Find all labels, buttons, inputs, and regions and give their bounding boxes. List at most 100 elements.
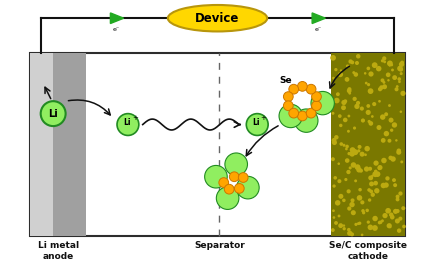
Circle shape <box>353 179 356 182</box>
Circle shape <box>386 79 389 81</box>
Circle shape <box>398 216 401 221</box>
Circle shape <box>333 98 339 103</box>
Circle shape <box>330 157 334 161</box>
Circle shape <box>354 61 358 65</box>
Circle shape <box>342 118 347 122</box>
Circle shape <box>216 187 238 209</box>
Circle shape <box>396 65 402 71</box>
Circle shape <box>353 72 357 77</box>
Circle shape <box>383 112 387 116</box>
Circle shape <box>357 222 361 225</box>
Circle shape <box>370 115 373 118</box>
Circle shape <box>337 72 342 77</box>
Circle shape <box>350 162 355 168</box>
Circle shape <box>229 172 239 182</box>
Circle shape <box>388 156 392 160</box>
Circle shape <box>375 125 381 130</box>
Circle shape <box>399 91 404 96</box>
Circle shape <box>246 114 267 135</box>
Circle shape <box>331 112 334 115</box>
Text: Separator: Separator <box>194 241 244 250</box>
Circle shape <box>372 171 377 177</box>
Text: Li metal
anode: Li metal anode <box>38 241 79 261</box>
Circle shape <box>368 190 372 193</box>
Circle shape <box>382 60 385 63</box>
Circle shape <box>294 109 317 132</box>
Circle shape <box>218 178 228 187</box>
Circle shape <box>398 67 402 72</box>
Circle shape <box>388 64 390 67</box>
Circle shape <box>372 216 377 221</box>
Circle shape <box>332 216 335 219</box>
Circle shape <box>117 114 138 135</box>
Circle shape <box>391 122 396 128</box>
Circle shape <box>288 108 298 118</box>
Circle shape <box>338 194 342 199</box>
Circle shape <box>370 175 373 177</box>
Circle shape <box>392 209 397 214</box>
Circle shape <box>374 171 379 177</box>
Circle shape <box>355 167 361 173</box>
Circle shape <box>375 66 381 72</box>
Circle shape <box>351 149 356 154</box>
Circle shape <box>224 153 247 176</box>
Circle shape <box>372 181 377 185</box>
Circle shape <box>339 69 342 72</box>
Circle shape <box>389 156 395 162</box>
Circle shape <box>381 115 384 118</box>
Circle shape <box>394 218 399 224</box>
Circle shape <box>398 62 403 67</box>
Circle shape <box>337 114 341 118</box>
FancyBboxPatch shape <box>30 53 53 236</box>
Circle shape <box>397 77 400 81</box>
Circle shape <box>346 228 350 232</box>
Circle shape <box>395 209 399 213</box>
Circle shape <box>357 145 361 149</box>
Circle shape <box>399 61 403 64</box>
Text: Li: Li <box>123 118 130 127</box>
Circle shape <box>381 81 385 84</box>
Circle shape <box>354 164 360 170</box>
Circle shape <box>367 88 372 94</box>
Circle shape <box>288 84 298 94</box>
Circle shape <box>344 77 349 82</box>
Circle shape <box>381 213 387 218</box>
Circle shape <box>361 211 365 215</box>
Circle shape <box>350 61 353 64</box>
Circle shape <box>337 162 339 165</box>
Circle shape <box>389 64 392 66</box>
Circle shape <box>339 142 342 146</box>
Circle shape <box>204 165 227 188</box>
Circle shape <box>345 145 348 148</box>
Circle shape <box>383 131 388 136</box>
Circle shape <box>359 107 363 111</box>
Circle shape <box>377 100 380 103</box>
Circle shape <box>401 225 405 228</box>
Circle shape <box>372 161 378 166</box>
Circle shape <box>349 202 354 207</box>
Circle shape <box>306 84 315 94</box>
Circle shape <box>331 138 335 143</box>
Circle shape <box>367 120 370 123</box>
Circle shape <box>389 129 392 132</box>
Circle shape <box>396 229 401 233</box>
FancyBboxPatch shape <box>30 53 86 236</box>
Circle shape <box>398 149 400 152</box>
Circle shape <box>359 200 364 204</box>
Circle shape <box>342 99 346 103</box>
Circle shape <box>283 101 293 111</box>
Circle shape <box>340 105 345 110</box>
Circle shape <box>346 206 351 211</box>
Circle shape <box>349 232 353 236</box>
Circle shape <box>358 169 362 173</box>
Circle shape <box>346 189 350 193</box>
Text: +: + <box>132 115 138 121</box>
Text: Li: Li <box>252 118 259 127</box>
Circle shape <box>352 127 355 130</box>
Circle shape <box>371 62 377 68</box>
Circle shape <box>348 92 350 95</box>
Circle shape <box>365 209 368 212</box>
Circle shape <box>332 176 336 180</box>
Circle shape <box>347 152 350 155</box>
Circle shape <box>389 214 393 218</box>
